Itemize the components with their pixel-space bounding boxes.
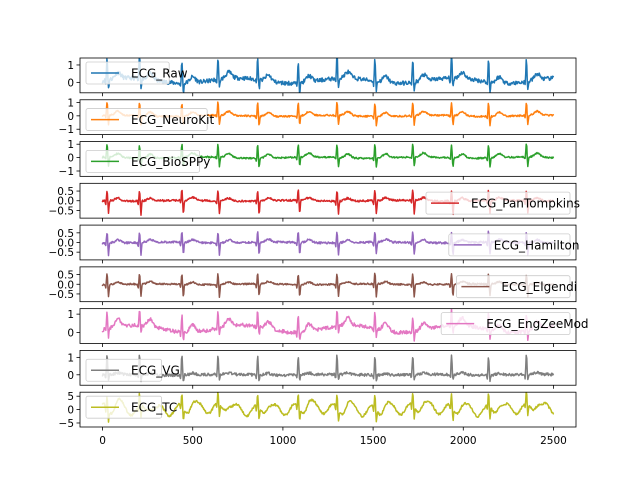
x-tick-label: 2000 — [450, 435, 477, 447]
subplot-ECG_PanTompkins: −0.50.00.5 ECG_PanTompkins — [49, 182, 580, 222]
y-tick-label: 0 — [67, 77, 74, 89]
legend-frame — [85, 149, 200, 173]
axes-frame — [79, 350, 577, 386]
legend-label: ECG_Raw — [131, 67, 188, 81]
legend-ECG_TC: ECG_TC — [85, 395, 177, 419]
legend-label: ECG_PanTompkins — [471, 197, 580, 211]
axes-frame — [79, 308, 577, 344]
y-tick-label: −5 — [59, 418, 74, 430]
y-tick-label: 0.5 — [57, 228, 74, 240]
x-tick-label: 1000 — [270, 435, 297, 447]
y-tick-label: 1 — [67, 60, 74, 72]
x-tick-label: 1500 — [360, 435, 387, 447]
y-tick-label: −1 — [59, 124, 74, 136]
x-tick-label: 0 — [99, 435, 106, 447]
legend-frame — [85, 358, 162, 382]
legend-ECG_PanTompkins: ECG_PanTompkins — [425, 191, 580, 215]
legend-ECG_Elgendi: ECG_Elgendi — [455, 275, 577, 299]
axes-frame — [79, 99, 577, 135]
axes-frame — [79, 141, 577, 177]
y-tick-label: 0 — [67, 111, 74, 123]
legend-frame — [440, 312, 571, 336]
subplot-ECG_BioSPPy: −10 1 ECG_BioSPPy — [59, 139, 577, 180]
legend-label: ECG_EngZeeMod — [486, 317, 588, 331]
y-tick-label: 0.0 — [57, 196, 74, 208]
subplot-ECG_EngZeeMod: 0 1 ECG_EngZeeMod — [67, 308, 589, 347]
subplot-ECG_Elgendi: −0.50.00.5 ECG_Elgendi — [49, 266, 577, 306]
legend-label: ECG_NeuroKit — [131, 113, 214, 127]
legend-frame — [455, 275, 571, 299]
subplot-ECG_NeuroKit: −10 1 ECG_NeuroKit — [59, 97, 577, 139]
legend-label: ECG_Elgendi — [501, 280, 577, 294]
legend-frame — [448, 233, 571, 257]
y-tick-label: −1 — [59, 166, 74, 178]
y-tick-label: 0 — [67, 405, 74, 417]
legend-label: ECG_VG — [131, 364, 180, 378]
y-tick-label: 0.5 — [57, 270, 74, 282]
x-tick-label: 500 — [183, 435, 203, 447]
y-tick-label: −0.5 — [49, 205, 75, 217]
y-tick-label: 0.0 — [57, 238, 74, 250]
subplot-ECG_VG: 0 1 ECG_VG — [67, 350, 577, 389]
legend-ECG_EngZeeMod: ECG_EngZeeMod — [440, 312, 589, 336]
legend-label: ECG_Hamilton — [494, 238, 580, 252]
y-tick-label: 1 — [67, 97, 74, 109]
y-tick-label: 0 — [67, 153, 74, 165]
y-tick-label: −0.5 — [49, 289, 75, 301]
y-tick-label: 0 — [67, 327, 74, 339]
y-tick-label: 5 — [67, 391, 74, 403]
subplot-ECG_Hamilton: −0.50.00.5 ECG_Hamilton — [49, 224, 580, 264]
subplot-ECG_Raw: 0 1 ECG_Raw — [67, 57, 577, 97]
y-tick-label: 0 — [67, 370, 74, 382]
legend-ECG_VG: ECG_VG — [85, 358, 180, 382]
y-tick-label: 1 — [67, 139, 74, 151]
y-tick-label: 0.5 — [57, 186, 74, 198]
legend-ECG_BioSPPy: ECG_BioSPPy — [85, 149, 210, 173]
y-tick-label: 1 — [67, 309, 74, 321]
legend-frame — [425, 191, 571, 215]
axes-frame — [79, 57, 577, 94]
series-line-ECG_Raw — [101, 58, 555, 93]
series-line-ECG_TC — [101, 392, 555, 423]
legend-ECG_Hamilton: ECG_Hamilton — [448, 233, 580, 257]
legend-label: ECG_BioSPPy — [131, 155, 210, 169]
x-tick-label: 2500 — [540, 435, 567, 447]
y-tick-label: 1 — [67, 352, 74, 364]
legend-frame — [85, 108, 208, 131]
legend-frame — [85, 61, 170, 85]
legend-ECG_NeuroKit: ECG_NeuroKit — [85, 108, 214, 131]
y-tick-label: 0.0 — [57, 279, 74, 291]
y-tick-label: −0.5 — [49, 247, 75, 259]
series-line-ECG_VG — [101, 354, 555, 383]
legend-frame — [85, 395, 162, 419]
legend-label: ECG_TC — [131, 401, 177, 415]
legend-ECG_Raw: ECG_Raw — [85, 61, 188, 85]
